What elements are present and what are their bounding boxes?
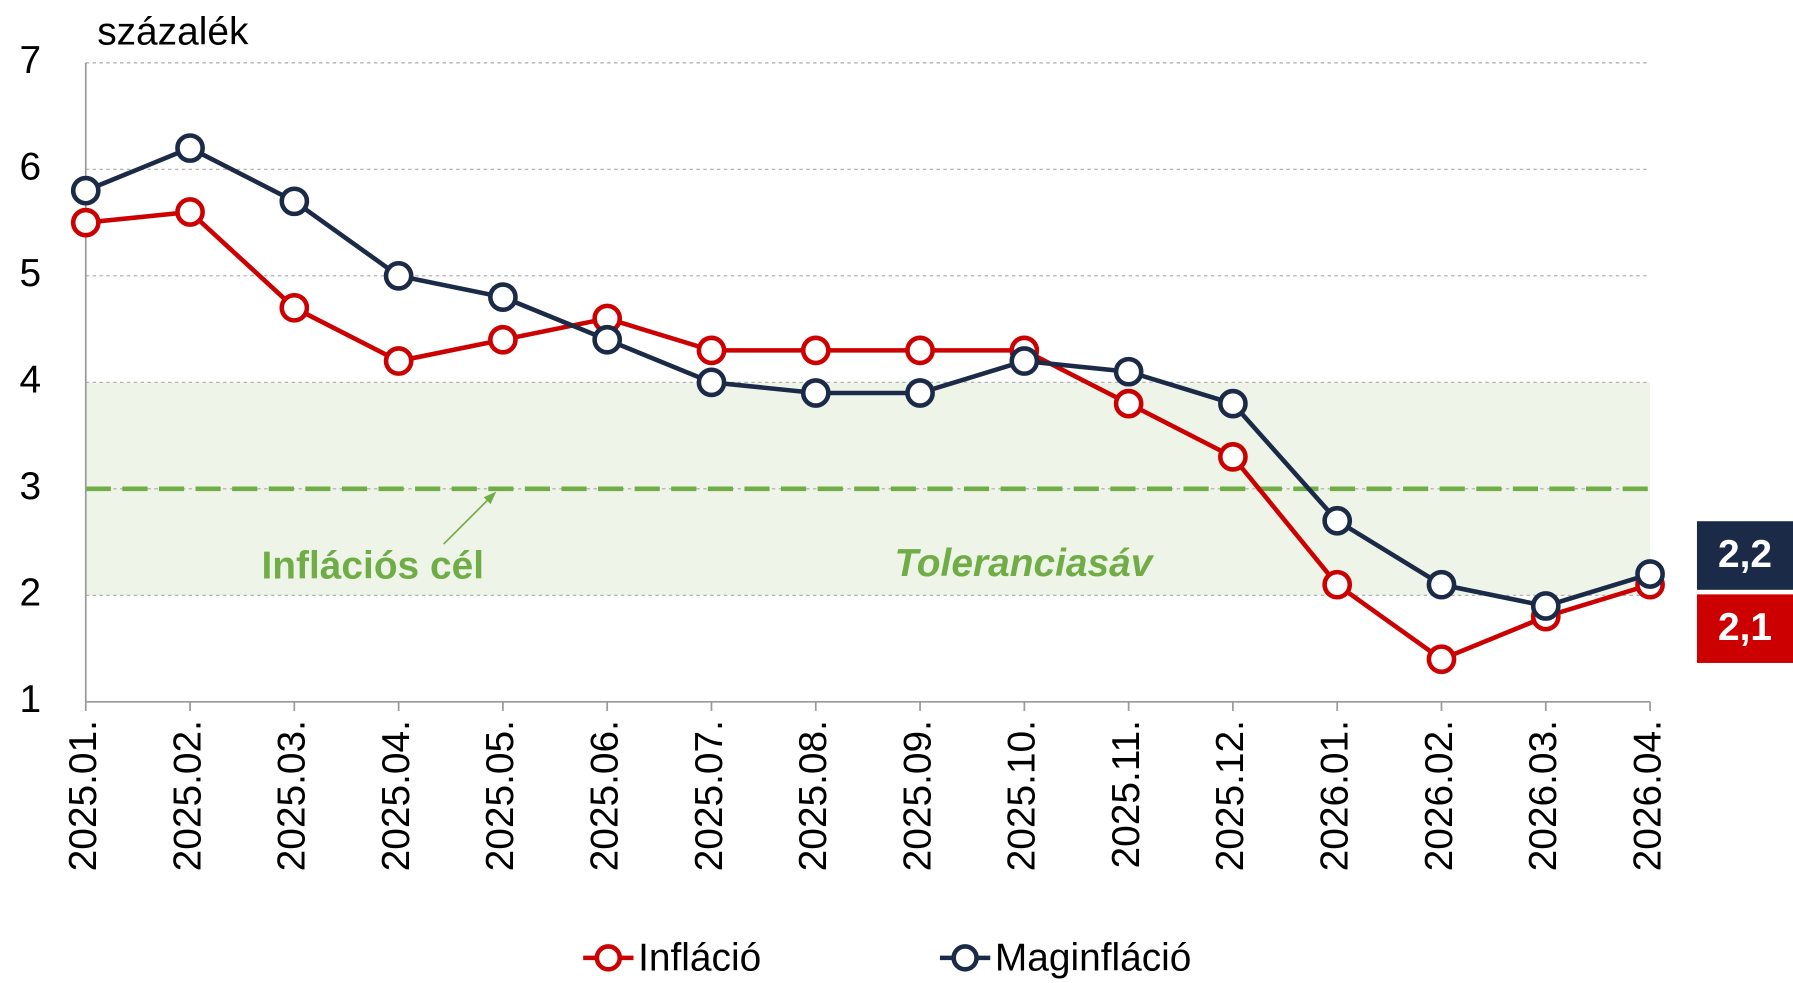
x-tick-label: 2025.09.: [896, 720, 939, 871]
end-label-box: [1696, 594, 1793, 663]
end-label-box: [1696, 521, 1793, 590]
data-point: [1530, 591, 1561, 621]
x-tick-label: 2025.03.: [271, 720, 314, 871]
data-point: [1426, 569, 1457, 600]
annotation-arrow: [443, 495, 493, 545]
data-point: [1218, 388, 1248, 419]
x-tick-label: 2025.06.: [583, 720, 626, 871]
data-point: [1426, 644, 1457, 675]
target-label: Inflációs cél: [262, 544, 485, 587]
y-tick-label: 2: [20, 572, 42, 615]
x-tick-label: 2025.01.: [62, 720, 105, 871]
data-point: [488, 282, 518, 313]
band-label: Toleranciasáv: [895, 542, 1155, 585]
data-point: [70, 175, 101, 206]
data-point: [488, 324, 518, 355]
x-tick-label: 2025.10.: [1001, 720, 1044, 871]
y-tick-label: 6: [20, 146, 42, 189]
x-tick-label: 2026.01.: [1313, 720, 1356, 871]
data-point: [383, 346, 414, 376]
x-tick-label: 2026.02.: [1418, 720, 1461, 871]
data-point: [1113, 356, 1144, 387]
end-label: 2,1: [1718, 606, 1772, 649]
y-tick-label: 7: [20, 39, 42, 82]
data-point: [1218, 442, 1248, 472]
data-point: [1635, 559, 1665, 589]
y-tick-label: 5: [20, 252, 42, 295]
x-tick-label: 2025.04.: [375, 720, 418, 871]
data-point: [279, 186, 310, 217]
x-tick-label: 2025.02.: [166, 720, 209, 871]
data-point: [70, 207, 101, 238]
x-tick-label: 2025.12.: [1209, 720, 1252, 871]
data-point: [279, 292, 310, 323]
series-line: [84, 145, 1651, 609]
data-point: [175, 133, 205, 163]
y-tick-label: 4: [20, 359, 42, 402]
data-point: [696, 335, 727, 366]
x-tick-label: 2025.08.: [792, 720, 835, 871]
y-tick-label: 3: [20, 465, 42, 508]
legend-label: Maginfláció: [995, 936, 1192, 979]
x-tick-label: 2026.03.: [1522, 720, 1565, 871]
y-axis-label: százalék: [97, 11, 249, 54]
annotation-arrowhead: [483, 491, 497, 505]
legend-marker: [951, 944, 979, 972]
data-point: [592, 324, 623, 355]
legend-label: Infláció: [638, 936, 761, 979]
data-point: [1322, 569, 1353, 600]
data-point: [383, 260, 414, 291]
end-label: 2,2: [1718, 533, 1772, 576]
data-point: [1322, 505, 1353, 536]
data-point: [1009, 346, 1040, 376]
data-point: [905, 378, 935, 408]
x-tick-label: 2025.05.: [479, 720, 522, 871]
legend-marker: [594, 944, 623, 972]
data-point: [800, 335, 831, 366]
data-point: [800, 378, 831, 408]
data-point: [1113, 388, 1144, 419]
data-point: [905, 335, 935, 366]
x-tick-label: 2025.11.: [1105, 720, 1148, 868]
data-point: [175, 197, 205, 227]
y-tick-label: 1: [20, 678, 42, 721]
data-point: [696, 367, 727, 398]
x-tick-label: 2025.07.: [688, 720, 731, 871]
series-line: [85, 209, 1651, 662]
x-tick-label: 2026.04.: [1626, 720, 1669, 871]
